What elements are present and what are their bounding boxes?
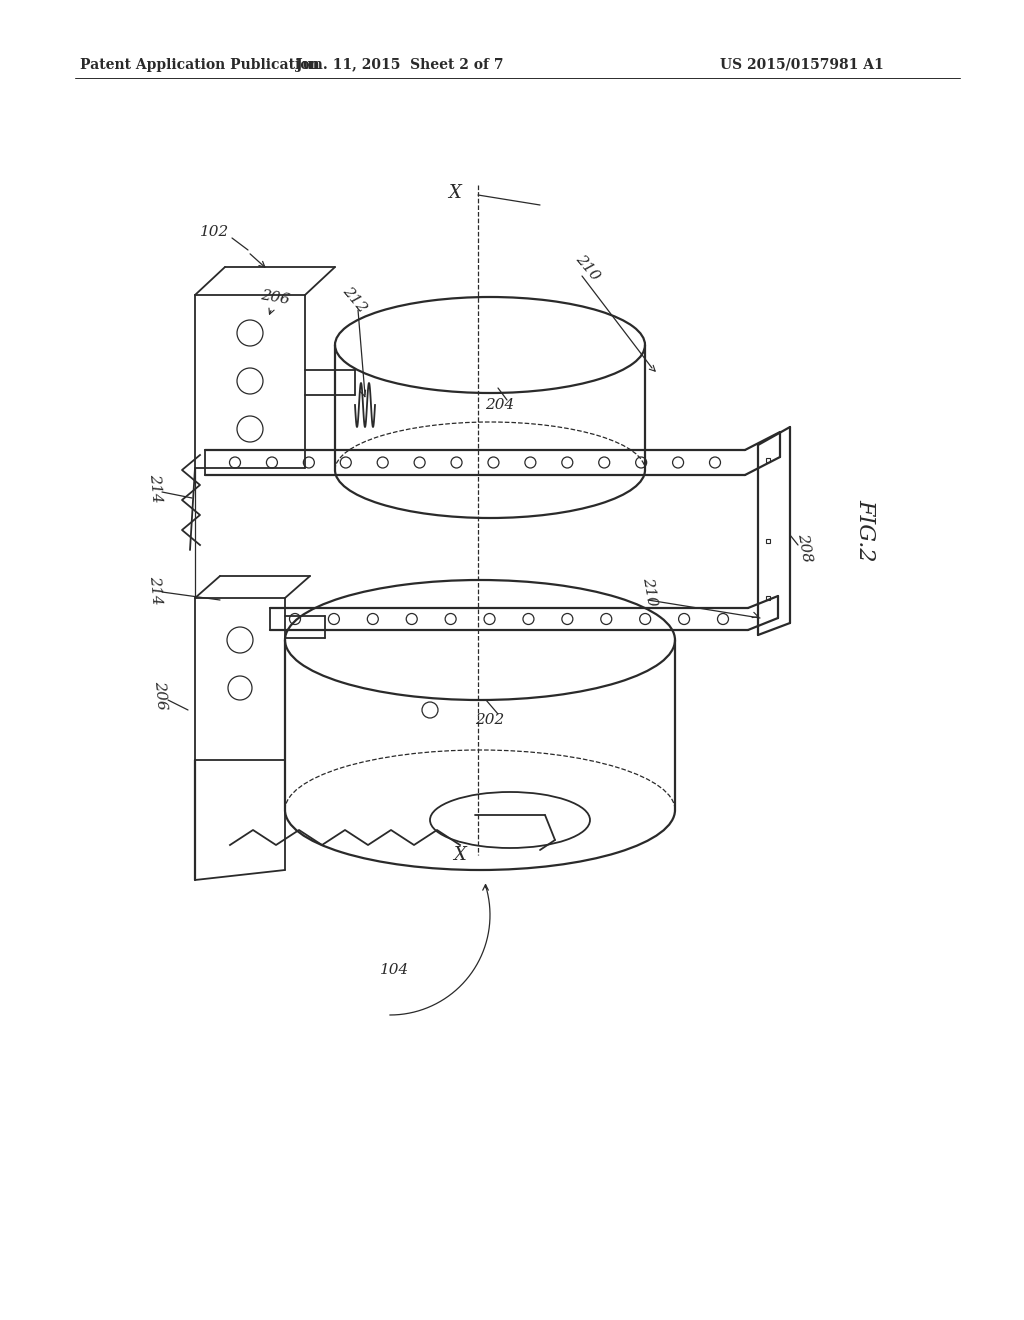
- Text: 102: 102: [201, 224, 229, 239]
- Text: US 2015/0157981 A1: US 2015/0157981 A1: [720, 58, 884, 73]
- Text: 206: 206: [259, 289, 291, 308]
- Text: 210: 210: [641, 577, 659, 607]
- Text: 208: 208: [796, 532, 814, 564]
- Text: Patent Application Publication: Patent Application Publication: [80, 58, 319, 73]
- Text: 206: 206: [152, 680, 168, 710]
- Text: 212: 212: [340, 284, 370, 315]
- Text: FIG.2: FIG.2: [854, 499, 876, 561]
- Text: 202: 202: [475, 713, 505, 727]
- Text: 214: 214: [146, 574, 163, 605]
- Text: Jun. 11, 2015  Sheet 2 of 7: Jun. 11, 2015 Sheet 2 of 7: [296, 58, 504, 73]
- Text: 214: 214: [146, 473, 163, 503]
- Text: 204: 204: [485, 399, 515, 412]
- Text: X: X: [449, 183, 462, 202]
- Text: X: X: [454, 846, 467, 865]
- Text: 104: 104: [380, 964, 410, 977]
- Text: 210: 210: [573, 252, 603, 284]
